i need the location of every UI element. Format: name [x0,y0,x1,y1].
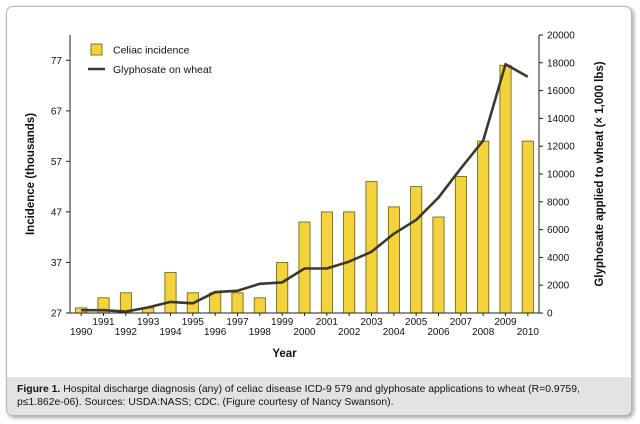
celiac-bar-1999 [276,262,289,314]
x-tick-label-1998: 1998 [249,327,272,338]
legend-label-glyphosate: Glyphosate on wheat [113,64,212,76]
x-tick-label-1990: 1990 [70,327,93,338]
celiac-bar-1998 [253,297,266,314]
celiac-bar-1996 [209,292,222,314]
left-tick-label-37: 37 [51,258,63,269]
right-tick-label-2000: 2000 [547,281,570,292]
left-tick-label-67: 67 [51,106,63,117]
left-tick-label-27: 27 [51,309,63,320]
caption-panel: Figure 1. Hospital discharge diagnosis (… [7,377,631,415]
figure-frame: 27 37 47 57 67 77 0 2000 4000 6000 8000 10000 12000 1… [6,6,632,416]
legend-swatch-celiac [90,43,103,56]
x-tick-label-2005: 2005 [405,317,428,328]
left-axis-title: Incidence (thousands) [25,113,37,235]
right-tick-label-20000: 20000 [547,31,575,42]
left-tick-label-57: 57 [51,157,63,168]
caption-body: Hospital discharge diagnosis (any) of ce… [17,384,580,408]
celiac-bar-2006 [432,216,445,314]
right-tick-label-6000: 6000 [547,225,570,236]
axes-layer: 27 37 47 57 67 77 0 2000 4000 6000 8000 10000 12000 1… [25,31,606,361]
celiac-bar-2010 [521,140,534,314]
legend: Celiac incidence Glyphosate on wheat [88,43,212,76]
celiac-bar-1997 [231,292,244,314]
left-tick-label-77: 77 [51,56,63,67]
x-tick-label-2009: 2009 [494,317,517,328]
x-tick-label-2004: 2004 [383,327,406,338]
x-tick-label-1994: 1994 [159,327,182,338]
x-tick-label-1997: 1997 [226,317,249,328]
chart: 27 37 47 57 67 77 0 2000 4000 6000 8000 10000 12000 1… [25,31,606,361]
x-tick-label-2010: 2010 [517,327,540,338]
right-tick-label-14000: 14000 [547,114,575,125]
celiac-bar-2005 [410,186,423,314]
x-tick-label-2002: 2002 [338,327,361,338]
right-tick-label-16000: 16000 [547,86,575,97]
right-axis-title: Glyphosate applied to wheat (× 1,000 lbs… [594,61,606,286]
celiac-bar-1994 [164,272,177,314]
line-layer [81,62,529,313]
legend-label-celiac: Celiac incidence [113,45,190,57]
bars-layer [75,64,534,314]
celiac-bar-2001 [320,211,333,314]
figure-caption: Figure 1. Hospital discharge diagnosis (… [17,383,622,409]
celiac-bar-2009 [499,64,512,314]
x-tick-label-1996: 1996 [204,327,227,338]
celiac-bar-2007 [454,176,467,314]
x-tick-label-2000: 2000 [293,327,316,338]
left-tick-label-47: 47 [51,207,63,218]
right-tick-label-8000: 8000 [547,197,570,208]
x-tick-label-1995: 1995 [182,317,205,328]
x-tick-label-2008: 2008 [472,327,495,338]
x-tick-label-1999: 1999 [271,317,294,328]
x-tick-label-2007: 2007 [450,317,473,328]
right-tick-label-0: 0 [547,309,553,320]
right-tick-label-4000: 4000 [547,253,570,264]
x-tick-label-2003: 2003 [360,317,383,328]
celiac-bar-2004 [387,206,400,314]
x-axis-title: Year [272,348,297,360]
right-tick-label-12000: 12000 [547,142,575,153]
x-tick-label-2001: 2001 [316,317,339,328]
right-tick-label-10000: 10000 [547,170,575,181]
right-tick-label-18000: 18000 [547,58,575,69]
x-tick-label-1991: 1991 [92,317,115,328]
x-tick-label-1992: 1992 [115,327,138,338]
glyphosate-line [81,62,529,313]
x-tick-label-1993: 1993 [137,317,160,328]
celiac-bar-2008 [477,140,490,314]
x-tick-label-2006: 2006 [427,327,450,338]
caption-label: Figure 1. [17,384,61,395]
